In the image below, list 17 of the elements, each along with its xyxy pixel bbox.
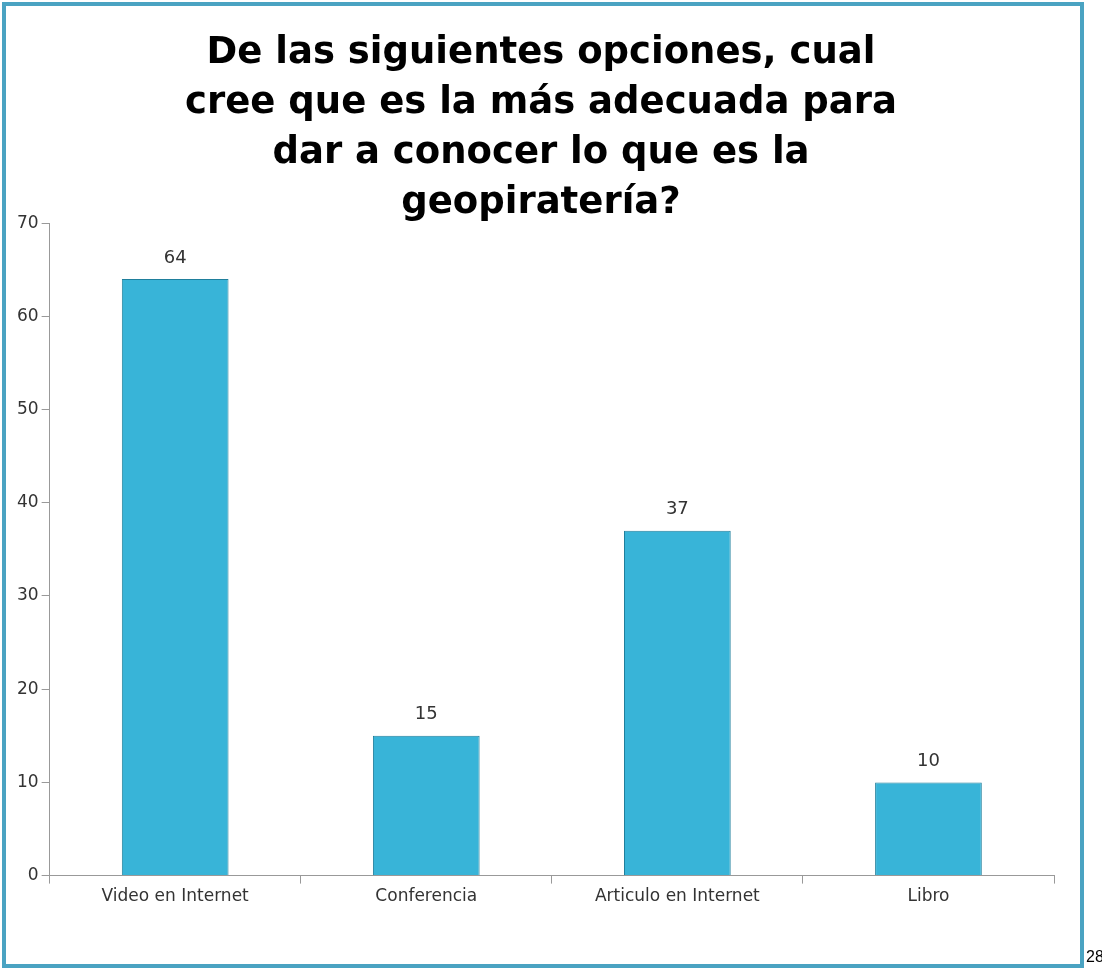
- x-tick-label: Video en Internet: [101, 885, 250, 906]
- y-tick-label: 40: [16, 491, 39, 512]
- x-tick-label: Conferencia: [375, 885, 478, 906]
- x-tick-label: Libro: [907, 885, 950, 906]
- y-tick-label: 20: [16, 677, 39, 698]
- y-tick-label: 70: [16, 211, 39, 232]
- y-tick-label: 50: [16, 398, 39, 419]
- y-tick-label: 30: [16, 584, 39, 605]
- data-label: 64: [163, 245, 187, 267]
- y-tick-label: 60: [16, 304, 39, 325]
- data-label: 15: [414, 702, 438, 724]
- y-tick-label: 10: [16, 770, 39, 791]
- chart-title: De las siguientes opciones, cual cree que es la más adecuada para dar a conocer lo que es la geopiratería?: [184, 28, 898, 224]
- data-label: 10: [917, 749, 940, 771]
- data-label: 37: [665, 497, 689, 519]
- x-tick-label: Articulo en Internet: [594, 885, 761, 906]
- y-tick-label: 0: [27, 864, 39, 885]
